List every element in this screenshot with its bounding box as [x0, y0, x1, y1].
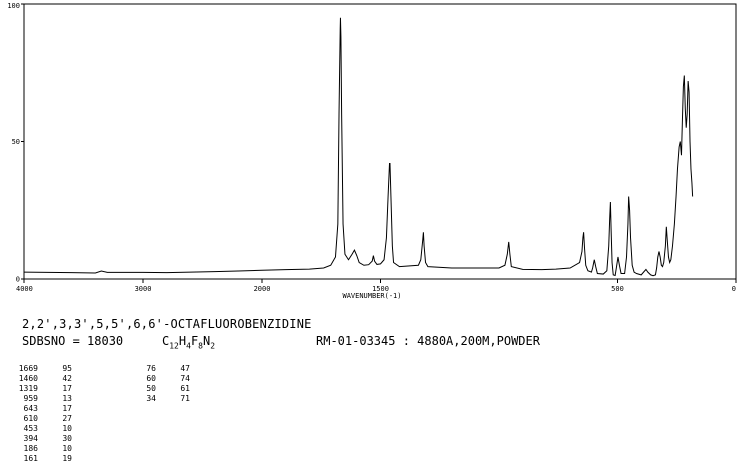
- peak-wavenumber: 1460: [18, 374, 38, 383]
- x-tick-label: 0: [732, 285, 736, 293]
- peak-intensity: 71: [180, 394, 190, 403]
- peak-intensity: 10: [62, 444, 72, 453]
- peak-wavenumber: 60: [146, 374, 156, 383]
- measurement-info: RM-01-03345 : 4880A,200M,POWDER: [316, 334, 540, 348]
- peak-wavenumber: 394: [23, 434, 38, 443]
- formula-count: 4: [186, 341, 191, 351]
- peak-intensity: 19: [62, 454, 72, 463]
- peak-row: 453 10: [10, 424, 72, 434]
- peak-row: 1669 95: [10, 364, 72, 374]
- peak-row: 161 19: [10, 454, 72, 464]
- plot-border: [23, 3, 737, 280]
- y-tick-label: 0: [16, 276, 20, 284]
- peak-intensity: 10: [62, 424, 72, 433]
- peak-row: 610 27: [10, 414, 72, 424]
- x-axis: 4000 3000 2000 1500 500 0: [16, 279, 737, 293]
- sdbs-number: SDBSNO = 18030: [22, 334, 124, 348]
- peak-row: 50 61: [128, 384, 190, 394]
- peak-wavenumber: 161: [23, 454, 38, 463]
- x-tick-label: 2000: [254, 285, 271, 293]
- peak-intensity: 47: [180, 364, 190, 373]
- peak-wavenumber: 610: [23, 414, 38, 423]
- peak-intensity: 42: [62, 374, 72, 383]
- peak-intensity: 74: [180, 374, 190, 383]
- peak-row: 60 74: [128, 374, 190, 384]
- x-axis-label: WAVENUMBER(-1): [342, 292, 401, 300]
- spectrum-line: [23, 17, 694, 277]
- peak-table-left: 1669 95 1460 42 1319 17 959 13 643 17 610 27 453 10 39…: [10, 364, 72, 464]
- peak-wavenumber: 34: [146, 394, 156, 403]
- x-tick-label: 1500: [372, 285, 389, 293]
- peak-row: 643 17: [10, 404, 72, 414]
- peak-table-right: 76 47 60 74 50 61 34 71: [128, 364, 190, 404]
- peak-row: 1460 42: [10, 374, 72, 384]
- peak-wavenumber: 76: [146, 364, 156, 373]
- y-axis: 100 50 0: [7, 2, 24, 284]
- peak-wavenumber: 959: [23, 394, 38, 403]
- peak-intensity: 61: [180, 384, 190, 393]
- y-tick-label: 100: [7, 2, 20, 10]
- formula-element: H: [178, 334, 187, 348]
- peak-intensity: 17: [62, 384, 72, 393]
- plot-frame: [23, 3, 737, 280]
- x-tick-label: 3000: [135, 285, 152, 293]
- formula-count: 12: [169, 341, 179, 351]
- peak-row: 34 71: [128, 394, 190, 404]
- peak-wavenumber: 453: [23, 424, 38, 433]
- formula-element: F: [190, 334, 199, 348]
- peak-intensity: 30: [62, 434, 72, 443]
- peak-wavenumber: 50: [146, 384, 156, 393]
- formula-count: 8: [198, 341, 203, 351]
- peak-wavenumber: 643: [23, 404, 38, 413]
- peak-wavenumber: 1319: [18, 384, 38, 393]
- compound-name: 2,2',3,3',5,5',6,6'-OCTAFLUOROBENZIDINE: [22, 317, 312, 331]
- molecular-formula: C12H4F8N2: [162, 334, 215, 350]
- formula-element: C: [162, 334, 170, 348]
- peak-row: 394 30: [10, 434, 72, 444]
- formula-element: N: [203, 334, 211, 348]
- peak-row: 1319 17: [10, 384, 72, 394]
- x-tick-label: 500: [611, 285, 624, 293]
- formula-count: 2: [210, 341, 216, 351]
- peak-row: 76 47: [128, 364, 190, 374]
- peak-intensity: 17: [62, 404, 72, 413]
- y-tick-label: 50: [12, 138, 20, 146]
- peak-intensity: 27: [62, 414, 72, 423]
- peak-row: 959 13: [10, 394, 72, 404]
- peak-row: 186 10: [10, 444, 72, 454]
- x-tick-label: 4000: [16, 285, 33, 293]
- peak-wavenumber: 1669: [18, 364, 38, 373]
- peak-intensity: 13: [62, 394, 72, 403]
- peak-wavenumber: 186: [23, 444, 38, 453]
- peak-intensity: 95: [62, 364, 72, 373]
